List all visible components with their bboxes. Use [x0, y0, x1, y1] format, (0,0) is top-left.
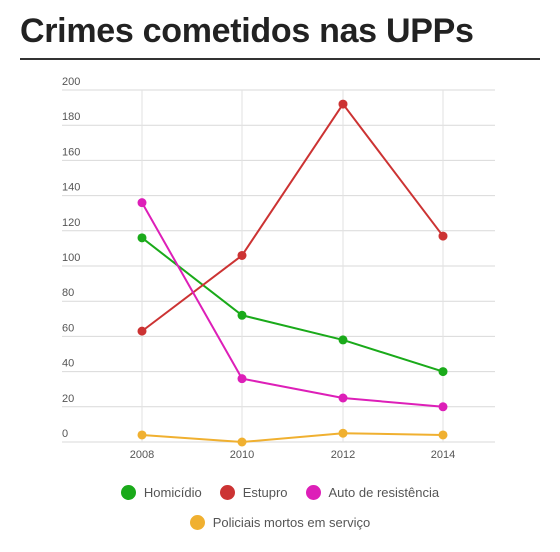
title-divider	[20, 58, 540, 60]
y-tick-label: 20	[62, 393, 74, 405]
y-tick-label: 100	[62, 252, 80, 264]
data-point	[338, 99, 348, 109]
data-point	[438, 430, 448, 440]
legend-row-2: Policiais mortos em serviço	[0, 515, 560, 530]
series-line	[141, 432, 444, 443]
axis-tick-labels: 0 20 40 60 80 100 120 140 160 180 200 2008 2010 2012 2…	[62, 76, 455, 461]
series-lines	[141, 103, 444, 443]
legend-marker-policiais-mortos	[189, 515, 205, 530]
data-point	[237, 374, 247, 384]
series-points	[137, 99, 448, 447]
x-tick-label: 2008	[130, 449, 154, 461]
y-tick-label: 120	[62, 217, 80, 229]
data-point	[237, 437, 247, 447]
legend-row-1: Homicídio Estupro Auto de resistência	[0, 485, 560, 500]
data-point	[237, 250, 247, 260]
series-line	[141, 103, 444, 332]
legend-item-auto-de-resistencia[interactable]: Auto de resistência	[305, 485, 440, 500]
line-chart: 0 20 40 60 80 100 120 140 160 180 200 2008 2010 2012 2…	[62, 76, 495, 461]
x-tick-label: 2012	[331, 449, 355, 461]
x-tick-label: 2014	[431, 449, 455, 461]
legend-marker-auto-de-resistencia	[305, 485, 321, 500]
legend-label-policiais-mortos: Policiais mortos em serviço	[212, 515, 371, 530]
series-line	[141, 202, 444, 408]
legend-marker-homicidio	[120, 485, 136, 500]
data-point	[137, 233, 147, 243]
y-tick-label: 40	[62, 358, 74, 370]
data-point	[338, 393, 348, 403]
legend-label-auto-de-resistencia: Auto de resistência	[328, 485, 440, 500]
y-tick-label: 80	[62, 287, 74, 299]
legend-marker-estupro	[219, 485, 235, 500]
data-point	[338, 428, 348, 438]
grid-lines	[62, 89, 495, 443]
legend-label-homicidio: Homicídio	[143, 485, 202, 500]
data-point	[438, 402, 448, 412]
legend-item-estupro[interactable]: Estupro	[219, 485, 288, 500]
data-point	[137, 198, 147, 208]
chart-title: Crimes cometidos nas UPPs	[20, 12, 474, 50]
legend-item-homicidio[interactable]: Homicídio	[120, 485, 202, 500]
y-tick-label: 180	[62, 111, 80, 123]
data-point	[137, 430, 147, 440]
data-point	[237, 310, 247, 320]
series-line	[141, 237, 444, 373]
y-tick-label: 0	[62, 428, 68, 440]
y-tick-label: 200	[62, 76, 80, 88]
data-point	[438, 367, 448, 377]
legend-label-estupro: Estupro	[242, 485, 288, 500]
data-point	[137, 326, 147, 336]
y-tick-label: 160	[62, 146, 80, 158]
y-tick-label: 140	[62, 182, 80, 194]
x-tick-label: 2010	[230, 449, 254, 461]
data-point	[338, 335, 348, 345]
y-tick-label: 60	[62, 322, 74, 334]
data-point	[438, 231, 448, 241]
legend-item-policiais-mortos[interactable]: Policiais mortos em serviço	[189, 515, 371, 530]
